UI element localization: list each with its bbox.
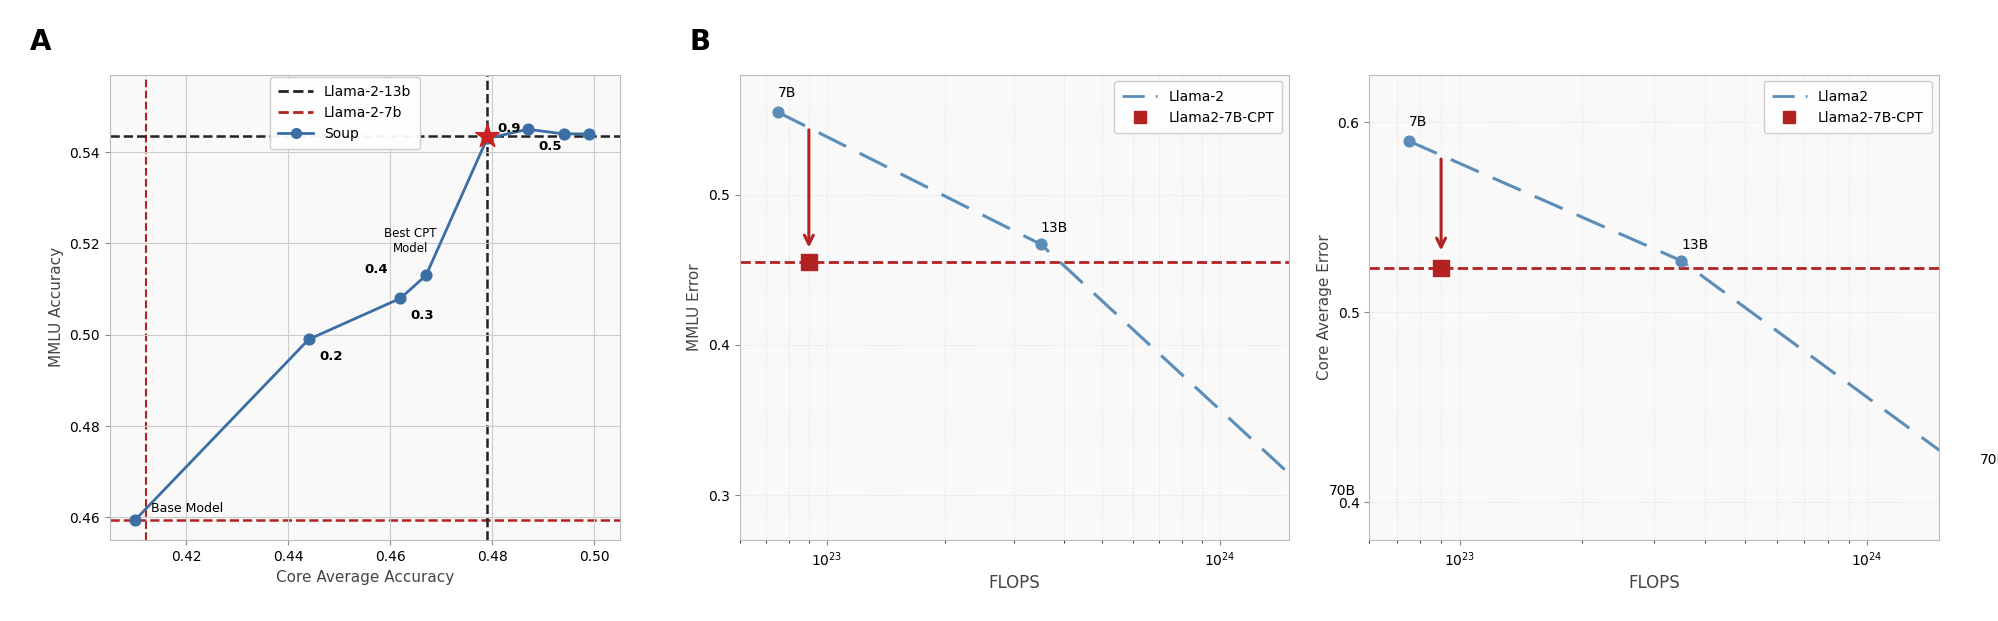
Point (1425, 263, 1457, 273)
Text: B: B (689, 28, 711, 56)
Point (292, 334, 324, 344)
Point (1954, 469, 1986, 479)
Point (472, 134, 503, 143)
Legend: Llama-2, Llama2-7B-CPT: Llama-2, Llama2-7B-CPT (1113, 81, 1283, 133)
Text: 70B: 70B (1329, 484, 1355, 498)
X-axis label: Core Average Accuracy: Core Average Accuracy (276, 569, 454, 584)
Point (120, 515, 152, 525)
Text: 0.3: 0.3 (410, 309, 434, 322)
Text: 70B: 70B (1978, 453, 1998, 467)
Text: 0.5: 0.5 (537, 140, 561, 153)
X-axis label: FLOPS: FLOPS (989, 574, 1039, 592)
Text: 7B: 7B (777, 86, 795, 100)
Point (793, 257, 825, 267)
Point (573, 129, 605, 139)
Point (1664, 256, 1696, 266)
Text: A: A (30, 28, 52, 56)
X-axis label: FLOPS: FLOPS (1628, 574, 1678, 592)
Text: 0.4: 0.4 (366, 263, 388, 276)
Point (1025, 239, 1057, 249)
Y-axis label: Core Average Error: Core Average Error (1317, 235, 1331, 380)
Y-axis label: MMLU Error: MMLU Error (687, 263, 701, 351)
Y-axis label: MMLU Accuracy: MMLU Accuracy (48, 247, 64, 368)
Point (384, 293, 416, 303)
Point (761, 107, 793, 117)
Point (1305, 498, 1337, 508)
Text: 13B: 13B (1680, 238, 1708, 252)
Point (1393, 136, 1425, 146)
Text: 7B: 7B (1409, 115, 1427, 129)
Text: 0.2: 0.2 (320, 350, 342, 363)
Point (410, 271, 442, 281)
Text: 13B: 13B (1041, 221, 1067, 235)
Text: Best CPT
Model: Best CPT Model (384, 227, 438, 255)
Legend: Llama-2-13b, Llama-2-7b, Soup: Llama-2-13b, Llama-2-7b, Soup (270, 77, 420, 150)
Point (472, 131, 503, 141)
Point (547, 129, 579, 139)
Text: Base Model: Base Model (150, 502, 224, 515)
Point (511, 124, 543, 134)
Legend: Llama2, Llama2-7B-CPT: Llama2, Llama2-7B-CPT (1762, 81, 1932, 133)
Text: 0.9: 0.9 (498, 122, 521, 135)
